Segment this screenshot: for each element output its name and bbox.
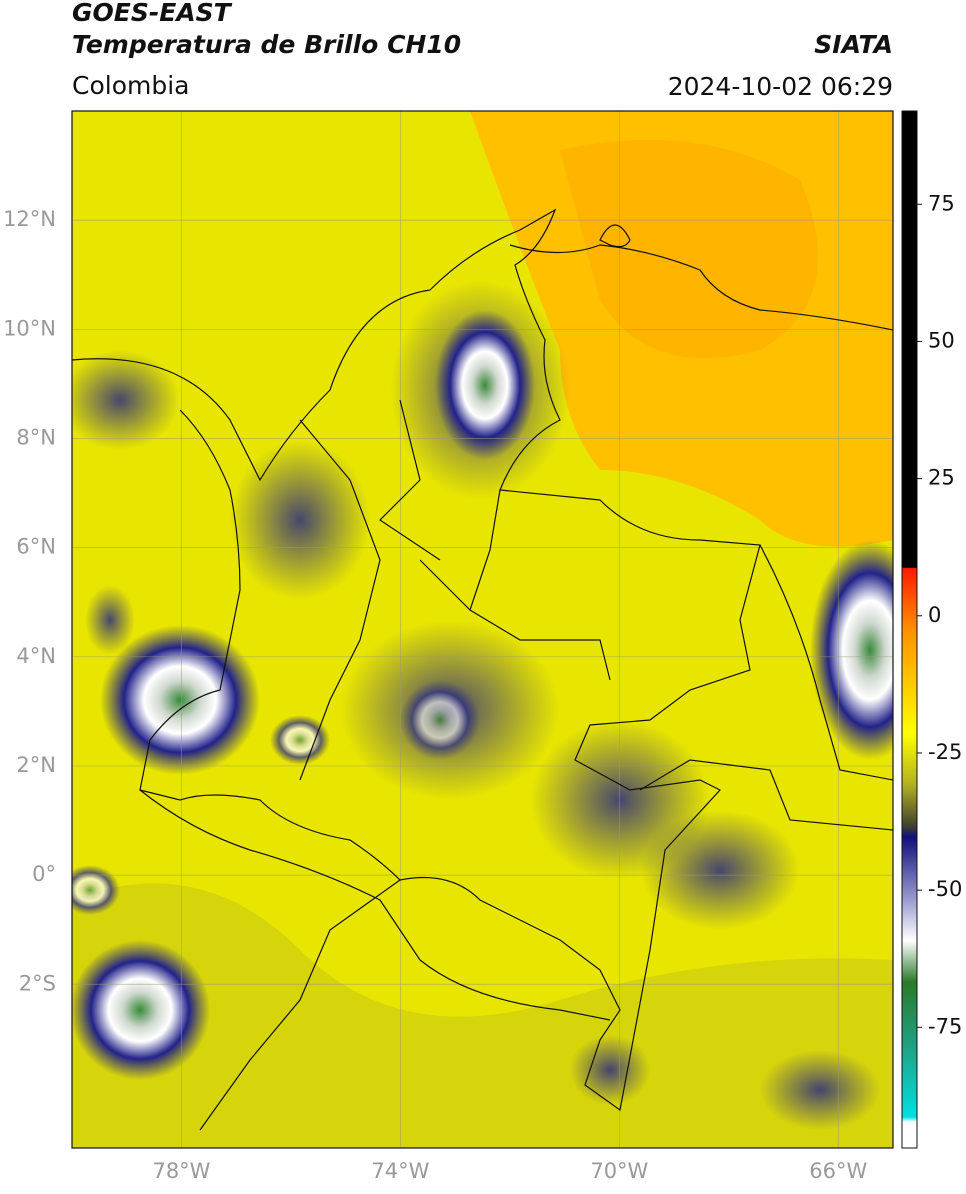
colorbar-label: -25: [928, 740, 962, 764]
y-tick-label: 6°N: [16, 535, 56, 559]
y-tick-label: 12°N: [3, 207, 56, 231]
colorbar-label: -75: [928, 1014, 962, 1038]
region: Colombia: [72, 71, 189, 100]
y-tick-label: 2°S: [19, 971, 56, 995]
graticule: [72, 111, 893, 1148]
subtitle: Temperatura de Brillo CH10: [72, 30, 461, 59]
y-tick-label: 10°N: [3, 316, 56, 340]
y-tick-label: 4°N: [16, 644, 56, 668]
y-tick-label: 2°N: [16, 753, 56, 777]
x-tick-label: 78°W: [152, 1159, 210, 1183]
source: SIATA: [814, 30, 893, 59]
colorbar-label: 25: [928, 466, 955, 490]
y-tick-label: 0°: [32, 862, 56, 886]
title: GOES-EAST: [72, 0, 233, 27]
x-tick-label: 74°W: [371, 1159, 429, 1183]
colorbar-label: -50: [928, 877, 962, 901]
y-tick-label: 8°N: [16, 425, 56, 449]
colorbar-label: 75: [928, 191, 955, 215]
x-tick-label: 66°W: [809, 1159, 867, 1183]
datetime: 2024-10-02 06:29: [668, 72, 893, 101]
colorbar-label: 50: [928, 328, 955, 352]
satellite-image: [72, 111, 893, 1148]
colorbar: [901, 110, 918, 1149]
map-frame: [71, 110, 894, 1149]
x-tick-label: 70°W: [590, 1159, 648, 1183]
colorbar-label: 0: [928, 603, 941, 627]
